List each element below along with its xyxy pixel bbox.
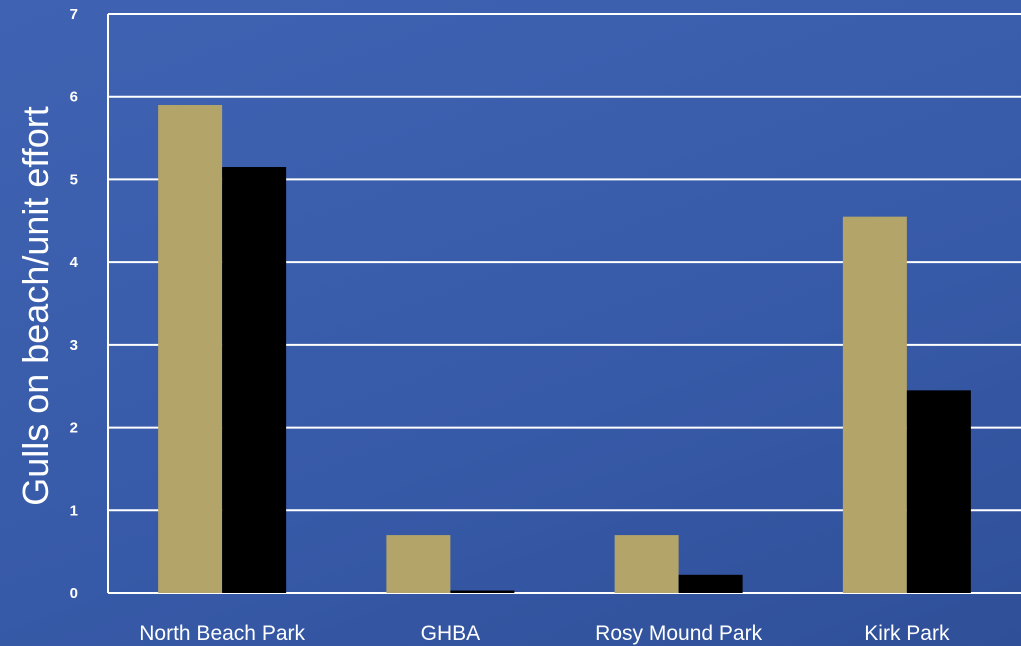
bar (450, 590, 515, 593)
x-axis-categories: North Beach Park GHBA Rosy Mound Park Kirk … (139, 622, 950, 645)
bars (158, 104, 971, 593)
bar (906, 390, 971, 593)
y-axis-label: Gulls on beach/unit effort (15, 106, 56, 506)
y-tick-label: 3 (70, 337, 78, 354)
bar (386, 535, 451, 593)
bar (678, 574, 743, 593)
bar (158, 104, 223, 593)
x-category-label: GHBA (421, 622, 481, 645)
y-tick-label: 4 (70, 254, 79, 271)
y-tick-label: 7 (70, 6, 78, 23)
y-tick-label: 0 (70, 585, 78, 602)
bar (222, 167, 287, 593)
x-category-label: Rosy Mound Park (595, 622, 762, 645)
bar (614, 535, 679, 593)
y-tick-label: 2 (70, 420, 78, 437)
x-category-label: North Beach Park (139, 622, 305, 645)
y-tick-label: 1 (70, 502, 78, 519)
y-tick-label: 5 (70, 171, 78, 188)
y-tick-label: 6 (70, 89, 78, 106)
bar (842, 216, 907, 593)
x-category-label: Kirk Park (864, 622, 950, 645)
y-axis-ticks: 0 1 2 3 4 5 6 7 (70, 6, 79, 602)
